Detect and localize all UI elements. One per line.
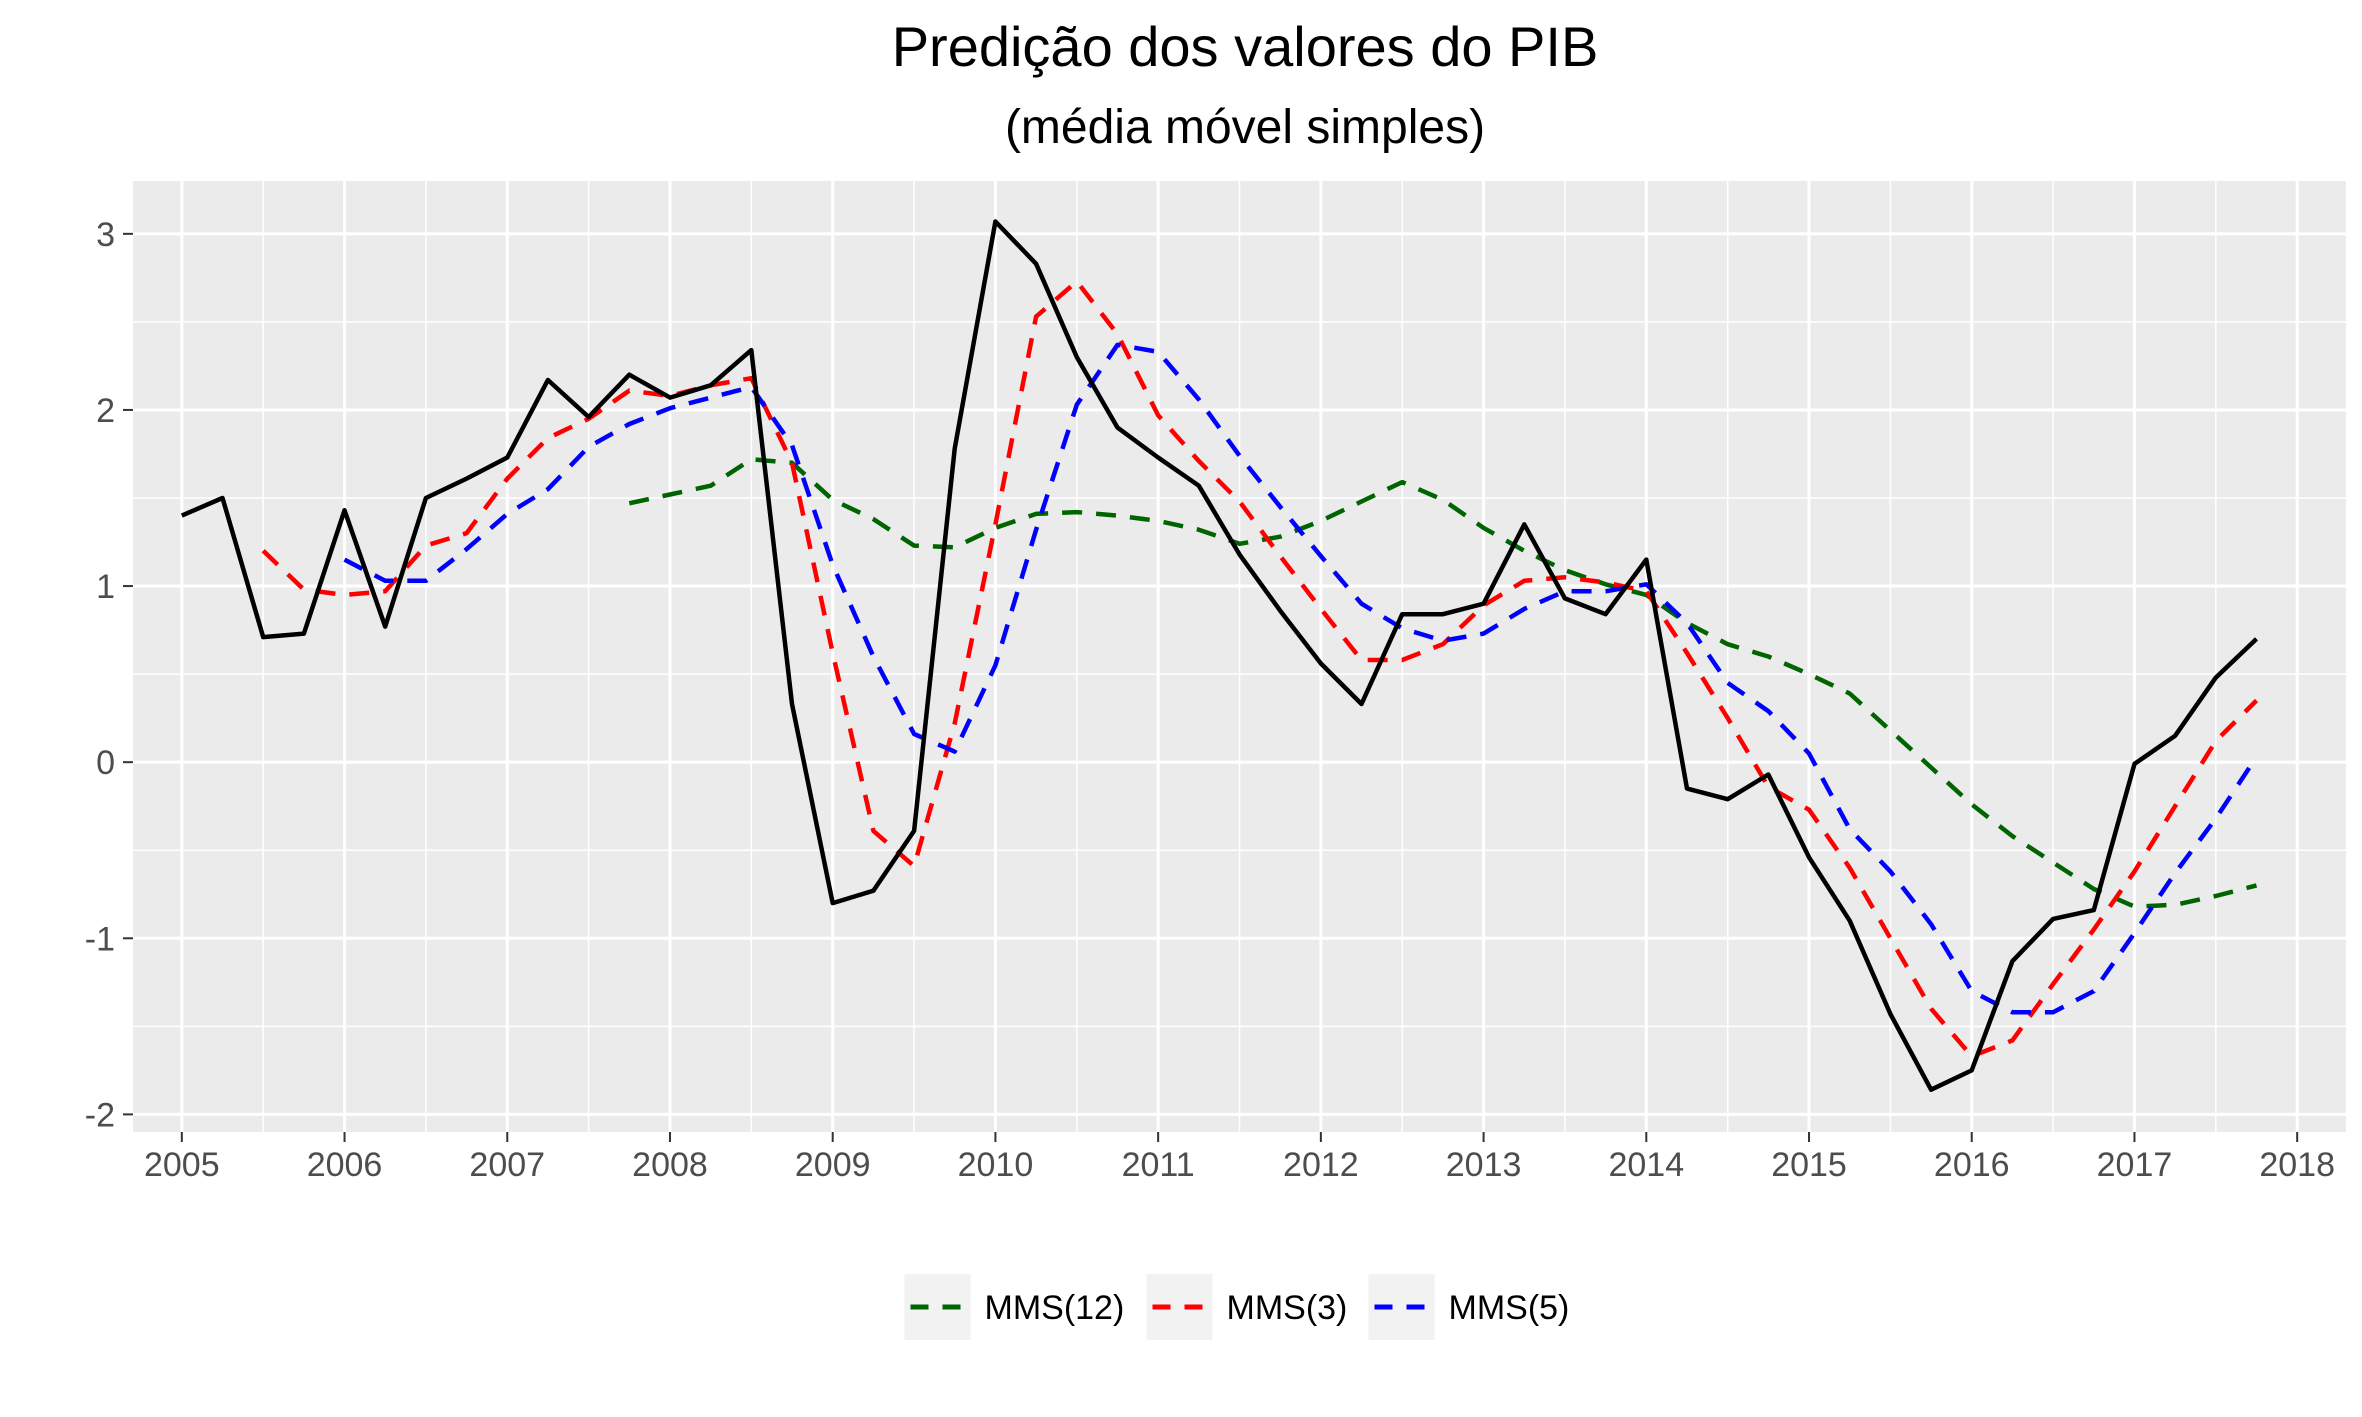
x-tick-label: 2013 [1446,1146,1522,1184]
x-tick-label: 2018 [2259,1146,2335,1184]
legend-label: MMS(5) [1449,1289,1570,1327]
x-tick-label: 2012 [1283,1146,1359,1184]
legend-label: MMS(3) [1227,1289,1348,1327]
x-tick-label: 2014 [1608,1146,1684,1184]
series-line-mms5 [343,342,2259,1015]
legend-label: MMS(12) [985,1289,1125,1327]
grid-lines [133,181,2346,1132]
x-tick-label: 2015 [1771,1146,1847,1184]
series-line-observed [180,219,2259,1092]
x-tick-label: 2016 [1934,1146,2010,1184]
axes: 2005 2006 2007 2008 2009 2010 2011 2012 2013 2014… [85,216,2335,1184]
x-tick-label: 2008 [632,1146,708,1184]
chart-subtitle: (média móvel simples) [1005,101,1485,154]
x-tick-label: 2010 [958,1146,1034,1184]
series-lines [180,219,2259,1092]
x-tick-label: 2011 [1122,1146,1195,1184]
y-tick-label: -2 [85,1096,115,1134]
x-tick-label: 2009 [795,1146,871,1184]
x-tick-label: 2006 [307,1146,383,1184]
y-tick-label: -1 [85,920,115,958]
series-line-mms12 [628,457,2258,909]
series-line-mms3 [261,279,2259,1059]
legend: MMS(12) MMS(3) MMS(5) [904,1274,1570,1340]
chart-title: Predição dos valores do PIB [892,15,1599,78]
y-tick-label: 0 [96,744,115,782]
x-tick-label: 2007 [469,1146,545,1184]
y-tick-label: 3 [96,216,115,254]
y-tick-label: 2 [96,392,115,430]
x-tick-label: 2005 [144,1146,220,1184]
y-tick-label: 1 [96,568,115,606]
x-tick-label: 2017 [2097,1146,2173,1184]
